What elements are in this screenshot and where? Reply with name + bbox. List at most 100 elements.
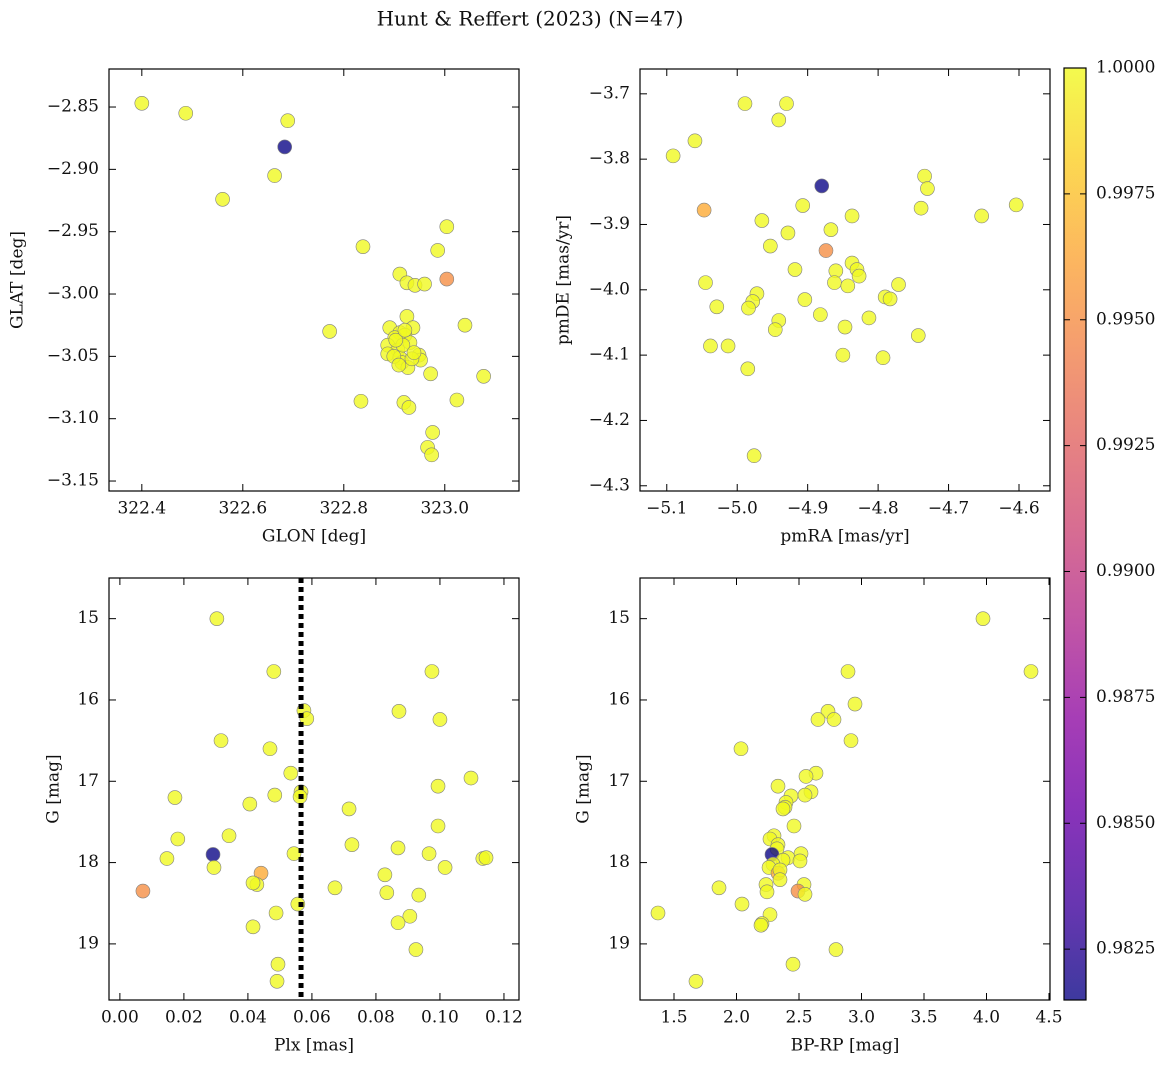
point	[178, 105, 194, 121]
point	[269, 973, 285, 989]
point	[344, 837, 360, 852]
point	[425, 425, 440, 440]
x-tick-label: −4.8	[857, 499, 898, 519]
plot-frame	[639, 577, 1051, 1001]
point	[861, 310, 877, 326]
y-axis-label: GLAT [deg]	[8, 231, 28, 329]
point	[844, 208, 860, 224]
x-tick-label: 323.0	[420, 499, 469, 519]
point	[798, 769, 814, 784]
x-tick-label: 1.5	[660, 1008, 687, 1028]
point	[737, 96, 753, 111]
point	[665, 148, 681, 164]
x-tick-label: 0.06	[293, 1008, 331, 1028]
point	[763, 238, 778, 254]
plot-frame	[108, 577, 520, 1001]
point	[826, 712, 842, 727]
point	[270, 956, 286, 972]
point	[837, 319, 853, 335]
y-tick-label: −3.10	[47, 408, 99, 428]
x-tick-label: 0.04	[229, 1008, 267, 1028]
point	[797, 787, 813, 803]
point	[759, 884, 775, 900]
point	[159, 851, 175, 866]
point	[430, 778, 446, 794]
points	[650, 611, 1039, 989]
y-tick-label: −2.90	[47, 159, 99, 179]
x-tick-label: 4.0	[973, 1008, 1000, 1028]
point	[818, 243, 834, 258]
point	[891, 277, 906, 292]
point	[391, 357, 407, 373]
point	[720, 338, 736, 354]
point	[792, 853, 808, 869]
x-tick-label: 2.0	[723, 1008, 750, 1028]
point	[439, 271, 455, 287]
point	[267, 787, 283, 803]
y-tick-label: 18	[608, 852, 630, 872]
y-tick-label: 18	[77, 852, 99, 872]
point	[771, 112, 787, 128]
point	[797, 292, 813, 307]
y-tick-label: −3.00	[47, 284, 99, 304]
figure-title: Hunt & Reffert (2023) (N=47)	[377, 7, 684, 31]
x-tick-label: 0.10	[421, 1008, 459, 1028]
point	[785, 956, 801, 972]
point	[406, 345, 422, 360]
point	[698, 275, 713, 290]
point	[355, 239, 371, 254]
point	[457, 317, 473, 333]
point	[377, 867, 393, 883]
y-tick-label: 19	[77, 933, 99, 953]
point	[245, 875, 261, 891]
x-tick-label: −4.9	[787, 499, 828, 519]
colorbar-frame	[1063, 67, 1087, 1001]
y-tick-label: 19	[608, 933, 630, 953]
point	[917, 168, 932, 184]
point	[840, 664, 856, 679]
point	[213, 733, 229, 748]
x-tick-label: 3.0	[848, 1008, 875, 1028]
point	[843, 733, 859, 748]
point	[388, 332, 404, 348]
point	[267, 168, 282, 183]
point	[478, 850, 494, 866]
point	[206, 860, 222, 875]
colorbar-tick-label: 0.9825	[1096, 939, 1155, 959]
y-tick-label: 17	[608, 771, 630, 791]
point	[432, 712, 448, 727]
x-tick-label: −4.6	[998, 499, 1039, 519]
point	[209, 611, 225, 626]
point	[734, 896, 750, 912]
point	[688, 973, 704, 989]
y-tick-label: −2.85	[47, 97, 99, 117]
point	[687, 133, 703, 149]
point	[835, 347, 851, 363]
point	[754, 213, 770, 228]
point	[449, 392, 465, 408]
point	[390, 840, 406, 856]
x-tick-label: 322.6	[218, 499, 267, 519]
point	[709, 299, 725, 315]
point	[840, 278, 856, 294]
point	[810, 712, 826, 727]
point	[205, 847, 221, 862]
point	[390, 915, 406, 931]
x-tick-label: 322.4	[117, 499, 166, 519]
point	[322, 324, 337, 339]
y-tick-label: −3.05	[47, 346, 99, 366]
x-axis-label: Plx [mas]	[274, 1036, 354, 1056]
point	[262, 741, 278, 757]
point	[974, 208, 989, 224]
point	[277, 139, 293, 155]
point	[797, 886, 813, 902]
point	[814, 178, 830, 194]
point	[167, 790, 183, 805]
x-tick-label: −4.7	[928, 499, 969, 519]
x-tick-label: 0.08	[357, 1008, 395, 1028]
y-tick-label: −4.0	[589, 279, 630, 299]
point	[847, 696, 863, 712]
point	[286, 846, 302, 861]
points	[134, 95, 491, 463]
colorbar-tick-label: 0.9975	[1096, 183, 1155, 203]
